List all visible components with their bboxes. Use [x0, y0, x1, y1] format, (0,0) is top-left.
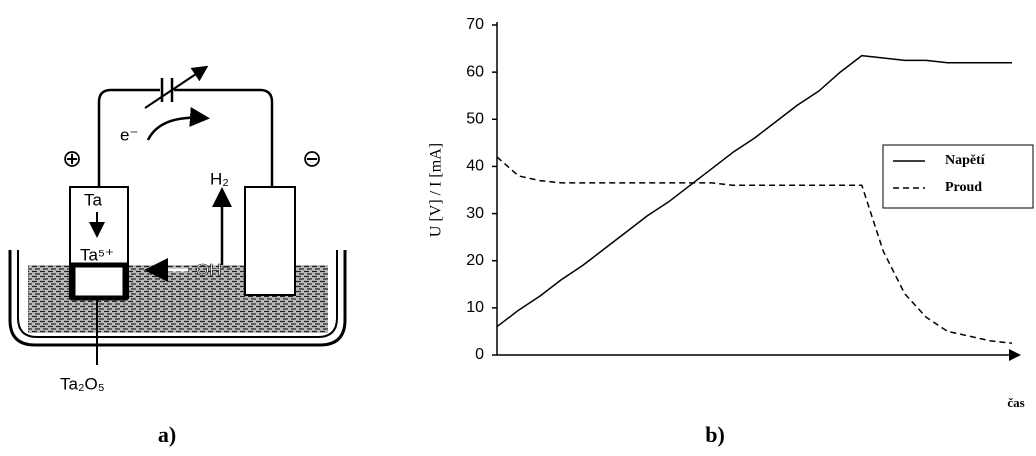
electron-arrow — [146, 107, 210, 141]
y-tick-label: 60 — [466, 63, 484, 80]
x-axis-label: čas — [1007, 395, 1024, 410]
data-line — [496, 156, 1013, 344]
data-line — [496, 54, 1012, 328]
y-tick-label: 70 — [466, 16, 484, 33]
y-tick-label: 50 — [466, 111, 484, 128]
caption: a) — [158, 422, 176, 447]
oxide-label: Ta₂O₅ — [60, 374, 105, 393]
legend-label: Proud — [945, 180, 982, 195]
y-tick-label: 40 — [466, 158, 484, 175]
hydroxide-label: OH⁻ — [196, 260, 230, 279]
caption: b) — [705, 422, 725, 447]
electron-label: e⁻ — [120, 125, 138, 144]
variable-arrow — [144, 65, 209, 109]
legend-box — [882, 144, 1034, 209]
cathode — [244, 186, 296, 296]
y-tick-label: 0 — [475, 346, 484, 363]
y-tick-label: 30 — [466, 205, 484, 222]
y-tick-label: 10 — [466, 299, 484, 316]
y-tick-label: 20 — [466, 252, 484, 269]
vessel — [8, 250, 347, 347]
ion-label: Ta⁵⁺ — [80, 245, 114, 264]
minus-sign: ⊖ — [302, 145, 322, 172]
hydrogen-label: H₂ — [210, 169, 229, 188]
electrolysis-diagram: ⊕ ⊖ e⁻ Ta Ta⁵⁺ H₂ OH⁻ Ta₂O₅ a) — [8, 65, 347, 447]
vessel-inner — [17, 250, 338, 338]
metal-label: Ta — [84, 190, 103, 209]
legend-label: Napětí — [945, 153, 986, 168]
y-axis-label: U [V] / I [mA] — [428, 143, 445, 237]
wire — [97, 88, 274, 187]
oxide-layer — [70, 262, 128, 301]
plus-sign: ⊕ — [62, 145, 82, 172]
